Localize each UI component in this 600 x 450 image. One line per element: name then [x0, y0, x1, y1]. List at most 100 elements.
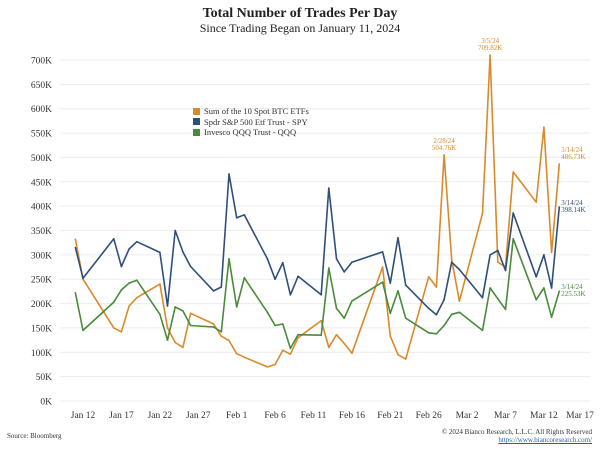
data-point: [458, 300, 461, 302]
annotation-label: 709.82K: [478, 44, 502, 52]
data-point: [128, 305, 130, 307]
x-tick-label: Feb 1: [226, 411, 248, 421]
x-tick-label: Mar 12: [530, 411, 558, 421]
data-point: [558, 206, 561, 208]
data-point: [128, 282, 130, 284]
series-line-1: [74, 173, 561, 316]
data-point: [497, 249, 499, 252]
copyright-note: © 2024 Bianco Research, L.L.C. All Right…: [441, 428, 592, 436]
y-tick-label: 400K: [31, 203, 52, 213]
data-point: [435, 313, 438, 316]
data-point: [450, 258, 453, 261]
data-point: [120, 331, 123, 333]
y-tick-label: 550K: [31, 130, 52, 140]
x-tick-label: Mar 2: [456, 411, 479, 421]
data-point: [443, 154, 445, 156]
data-point: [404, 284, 407, 286]
source-note: Source: Bloomberg: [7, 432, 62, 440]
data-point: [550, 316, 553, 319]
data-point: [481, 212, 484, 215]
data-point: [481, 296, 484, 299]
data-point: [289, 353, 292, 356]
data-point: [281, 323, 284, 325]
legend-label: Sum of the 10 Spot BTC ETFs: [204, 106, 309, 116]
y-tick-label: 100K: [31, 349, 52, 359]
data-point: [320, 294, 322, 296]
y-tick-label: 600K: [31, 105, 52, 115]
data-point: [82, 329, 84, 332]
y-tick-label: 500K: [31, 154, 52, 164]
data-point: [220, 286, 223, 288]
chart-subtitle: Since Trading Began on January 11, 2024: [199, 21, 401, 35]
data-point: [235, 217, 238, 219]
chart-title: Total Number of Trades Per Day: [202, 6, 398, 21]
data-point: [381, 281, 384, 283]
y-tick-label: 200K: [31, 300, 52, 310]
y-tick-label: 350K: [31, 227, 52, 237]
data-point: [159, 313, 161, 316]
x-tick-label: Feb 6: [264, 411, 286, 421]
data-point: [228, 339, 230, 342]
data-point: [489, 54, 491, 57]
y-tick-label: 300K: [31, 251, 52, 261]
data-point: [320, 334, 322, 337]
data-point: [512, 237, 514, 240]
legend-swatch: [193, 107, 200, 115]
data-point: [435, 286, 438, 288]
data-point: [297, 336, 299, 339]
data-point: [450, 261, 453, 263]
data-point: [74, 246, 77, 249]
data-point: [228, 257, 230, 260]
data-point: [220, 335, 223, 338]
annotation-label: 486.73K: [561, 153, 585, 161]
data-point: [266, 366, 269, 368]
data-point: [166, 339, 169, 341]
data-point: [112, 327, 115, 329]
y-tick-label: 50K: [36, 373, 53, 383]
data-point: [335, 307, 338, 310]
annotation-label: 3/5/24: [481, 37, 499, 45]
data-point: [281, 349, 284, 352]
data-point: [266, 311, 269, 314]
x-tick-label: Jan 22: [148, 411, 173, 421]
data-point: [558, 163, 561, 165]
x-tick-label: Jan 27: [186, 411, 211, 421]
data-point: [427, 275, 430, 278]
data-point: [82, 277, 84, 280]
annotation-label: 504.76K: [432, 144, 456, 152]
data-point: [328, 346, 330, 349]
data-point: [404, 317, 407, 319]
data-point: [74, 238, 77, 241]
data-point: [351, 352, 353, 355]
data-point: [182, 310, 184, 312]
data-point: [550, 287, 553, 289]
x-tick-label: Jan 12: [71, 411, 96, 421]
y-tick-label: 450K: [31, 178, 52, 188]
y-tick-label: 650K: [31, 81, 52, 91]
data-point: [320, 319, 322, 322]
data-point: [335, 257, 338, 260]
data-point: [174, 341, 177, 344]
data-point: [328, 267, 330, 269]
annotation-label: 3/14/24: [561, 199, 583, 207]
data-point: [351, 261, 353, 263]
data-point: [274, 324, 276, 327]
annotation-label: 2/28/24: [433, 137, 455, 145]
data-point: [243, 214, 246, 216]
data-point: [243, 276, 246, 279]
data-point: [174, 306, 177, 308]
data-point: [228, 173, 230, 175]
data-point: [281, 261, 284, 264]
data-point: [274, 278, 276, 281]
annotation-label: 3/14/24: [561, 283, 583, 291]
data-point: [136, 279, 138, 281]
data-point: [397, 237, 399, 239]
data-point: [504, 308, 507, 311]
website-link[interactable]: https://www.biancoresearch.com/: [498, 436, 592, 444]
data-point: [481, 329, 484, 332]
data-point: [427, 332, 430, 334]
data-point: [489, 254, 491, 256]
data-point: [136, 240, 138, 243]
data-point: [289, 347, 292, 350]
legend-label: Spdr S&P 500 Etf Trust - SPY: [204, 116, 308, 127]
